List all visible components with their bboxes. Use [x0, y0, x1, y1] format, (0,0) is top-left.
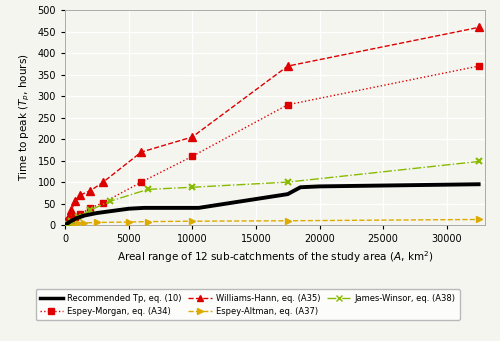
X-axis label: Areal range of 12 sub-catchments of the study area ($\mathit{A}$, km$^2$): Areal range of 12 sub-catchments of the … [117, 250, 433, 265]
Y-axis label: Time to peak ($\mathit{T_p}$, hours): Time to peak ($\mathit{T_p}$, hours) [18, 54, 32, 181]
Legend: Recommended Tp, eq. (10), Espey-Morgan, eq. (A34), Williams-Hann, eq. (A35), Esp: Recommended Tp, eq. (10), Espey-Morgan, … [36, 290, 460, 320]
